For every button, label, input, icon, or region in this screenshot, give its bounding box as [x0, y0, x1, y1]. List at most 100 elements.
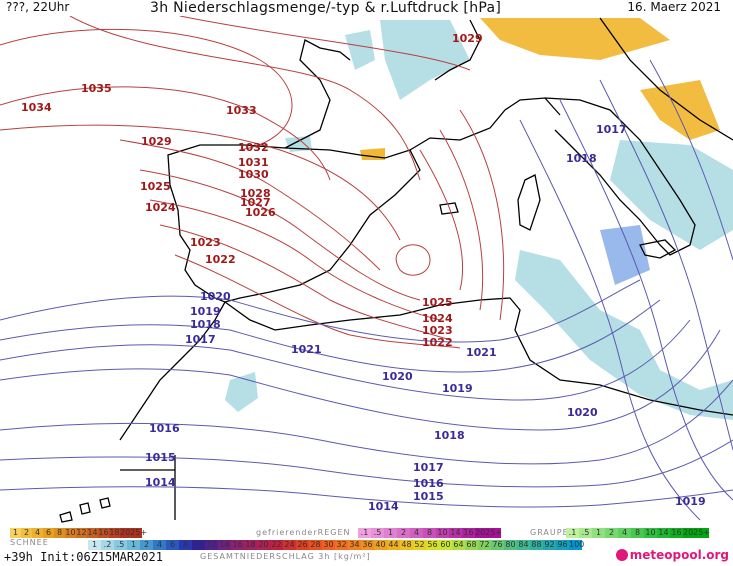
legend-swatch: 6 — [166, 540, 179, 550]
legend-swatch: 8 — [423, 528, 436, 538]
legend-swatch: 68 — [465, 540, 478, 550]
isobar-label: 1018 — [434, 429, 465, 442]
isobar-label: 1016 — [149, 422, 180, 435]
legend-swatch: 4 — [618, 528, 631, 538]
legend-swatch: 14 — [657, 528, 670, 538]
isobar-label: 1023 — [422, 324, 453, 337]
isobar-label: 1017 — [596, 123, 627, 136]
legend-swatch: 1 — [592, 528, 605, 538]
legend-swatch: 4 — [32, 528, 43, 538]
legend-swatch: 80 — [504, 540, 517, 550]
legend-swatch: 44 — [387, 540, 400, 550]
legend-swatch: 10 — [192, 540, 205, 550]
coastlines — [59, 17, 733, 523]
isobar-labels: 1035 1034 1033 1029 1029 1032 1031 1030 … — [21, 32, 706, 513]
isobar-label: 1035 — [81, 82, 112, 95]
legend-swatch: 16 — [670, 528, 683, 538]
meteopool-logo[interactable]: meteopool.org — [615, 548, 729, 562]
legend-swatch: .5 — [114, 540, 127, 550]
legend-swatch: 22 — [270, 540, 283, 550]
isobar-label: 1030 — [238, 168, 269, 181]
legend-swatch: 10 — [644, 528, 657, 538]
low-pressure-isobars — [0, 59, 733, 521]
legend-swatch: 26 — [296, 540, 309, 550]
legend-swatch: 64 — [452, 540, 465, 550]
pressure-map: 1035 1034 1033 1029 1029 1032 1031 1030 … — [0, 16, 733, 523]
legend-total-label: GESAMTNIEDERSCHLAG 3h [kg/m²] — [200, 552, 371, 561]
legend-swatch: 12 — [76, 528, 87, 538]
isobar-label: 1031 — [238, 156, 269, 169]
legend-swatch: 88 — [530, 540, 543, 550]
legend-swatch: 60 — [439, 540, 452, 550]
legend-swatch: 4 — [410, 528, 423, 538]
legend-swatch: 2025+ — [683, 528, 711, 538]
legend-swatch: 8 — [54, 528, 65, 538]
legend-swatch: 16 — [98, 528, 109, 538]
isobar-label: 1032 — [238, 141, 269, 154]
legend-swatch: 10 — [65, 528, 76, 538]
legend-swatch: 56 — [426, 540, 439, 550]
legend-swatch: 2 — [397, 528, 410, 538]
legend-swatch: 4 — [153, 540, 166, 550]
map-title: 3h Niederschlagsmenge/-typ & r.Luftdruck… — [150, 0, 502, 16]
model-run: +39h Init:06Z15MAR2021 — [4, 550, 163, 564]
legend-swatch: 10 — [436, 528, 449, 538]
legend-swatch: 36 — [361, 540, 374, 550]
isobar-label: 1028 — [240, 187, 271, 200]
legend-swatch: 6 — [43, 528, 54, 538]
isobar-label: 1023 — [190, 236, 221, 249]
legend-swatch: .2 — [101, 540, 114, 550]
legend-swatch: 24 — [283, 540, 296, 550]
legend-swatch: 48 — [400, 540, 413, 550]
isobar-label: 1018 — [566, 152, 597, 165]
legend-total-scale: 1.2.5 1 2 4 6 8 10 12 14 16 18 20 22 24 26 28 30 32 34 36 40… — [88, 540, 584, 550]
legend: 1 2 4 6 8 10 12 14 16 18 2025+ gefrierenderREGEN .… — [0, 524, 733, 566]
isobar-label: 1020 — [200, 290, 231, 303]
legend-swatch: 2 — [140, 540, 153, 550]
isobar-label: 1021 — [291, 343, 322, 356]
isobar-label: 1014 — [368, 500, 399, 513]
legend-swatch: 30 — [322, 540, 335, 550]
isobar-label: 1017 — [185, 333, 216, 346]
isobar-label: 1034 — [21, 101, 52, 114]
isobar-label: 1027 — [240, 196, 271, 209]
isobar-label: 1014 — [145, 476, 176, 489]
legend-swatch: 40 — [374, 540, 387, 550]
legend-swatch: 92 — [543, 540, 556, 550]
legend-freezing-rain-scale: .1.5 1 2 4 8 10 14 16 2025+ — [358, 528, 502, 538]
legend-swatch: 1 — [10, 528, 21, 538]
legend-hail-scale: .1.5 1 2 4 8 10 14 16 2025+ — [566, 528, 711, 538]
legend-swatch: 18 — [244, 540, 257, 550]
legend-swatch: 14 — [218, 540, 231, 550]
legend-swatch: 2 — [21, 528, 32, 538]
legend-swatch: 18 — [109, 528, 120, 538]
legend-swatch: .5 — [371, 528, 384, 538]
high-pressure-isobars — [0, 16, 505, 349]
isobar-label: 1020 — [567, 406, 598, 419]
legend-swatch: 96 — [556, 540, 569, 550]
isobar-label: 1026 — [245, 206, 276, 219]
isobar-label: 1025 — [422, 296, 453, 309]
legend-hail-label: GRAUPEL — [530, 528, 575, 537]
legend-swatch: 76 — [491, 540, 504, 550]
legend-swatch: 84 — [517, 540, 530, 550]
legend-sleet-scale: 1 2 4 6 8 10 12 14 16 18 2025+ — [10, 528, 148, 538]
legend-swatch: 8 — [179, 540, 192, 550]
legend-swatch: 1 — [88, 540, 101, 550]
forecast-time: ???, 22Uhr — [6, 0, 70, 14]
forecast-date: 16. Maerz 2021 — [627, 0, 721, 14]
legend-swatch: 1 — [384, 528, 397, 538]
legend-swatch: 2025+ — [120, 528, 148, 538]
legend-swatch: 16 — [462, 528, 475, 538]
legend-swatch: .1 — [358, 528, 371, 538]
legend-swatch: 20 — [257, 540, 270, 550]
precipitation-areas — [225, 18, 733, 420]
isobar-label: 1015 — [413, 490, 444, 503]
legend-swatch: 1 — [127, 540, 140, 550]
isobar-label: 1025 — [140, 180, 171, 193]
legend-swatch: 2 — [605, 528, 618, 538]
isobar-label: 1018 — [190, 318, 221, 331]
isobar-label: 1022 — [422, 336, 453, 349]
logo-text: meteopool.org — [629, 548, 729, 562]
